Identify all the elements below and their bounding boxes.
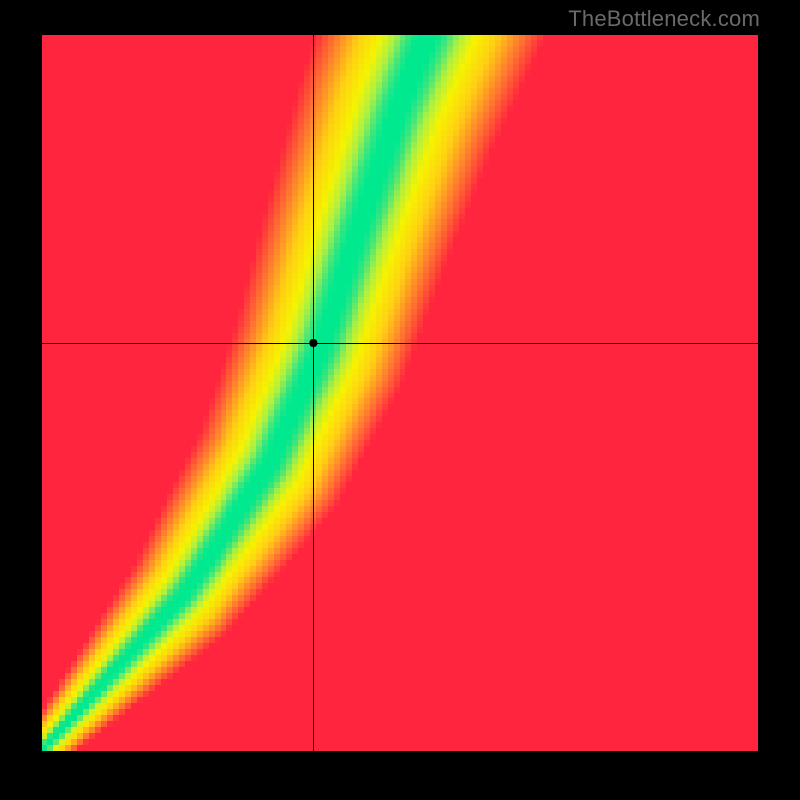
watermark-text: TheBottleneck.com <box>568 6 760 32</box>
heatmap-canvas <box>42 35 758 751</box>
chart-container: TheBottleneck.com <box>0 0 800 800</box>
